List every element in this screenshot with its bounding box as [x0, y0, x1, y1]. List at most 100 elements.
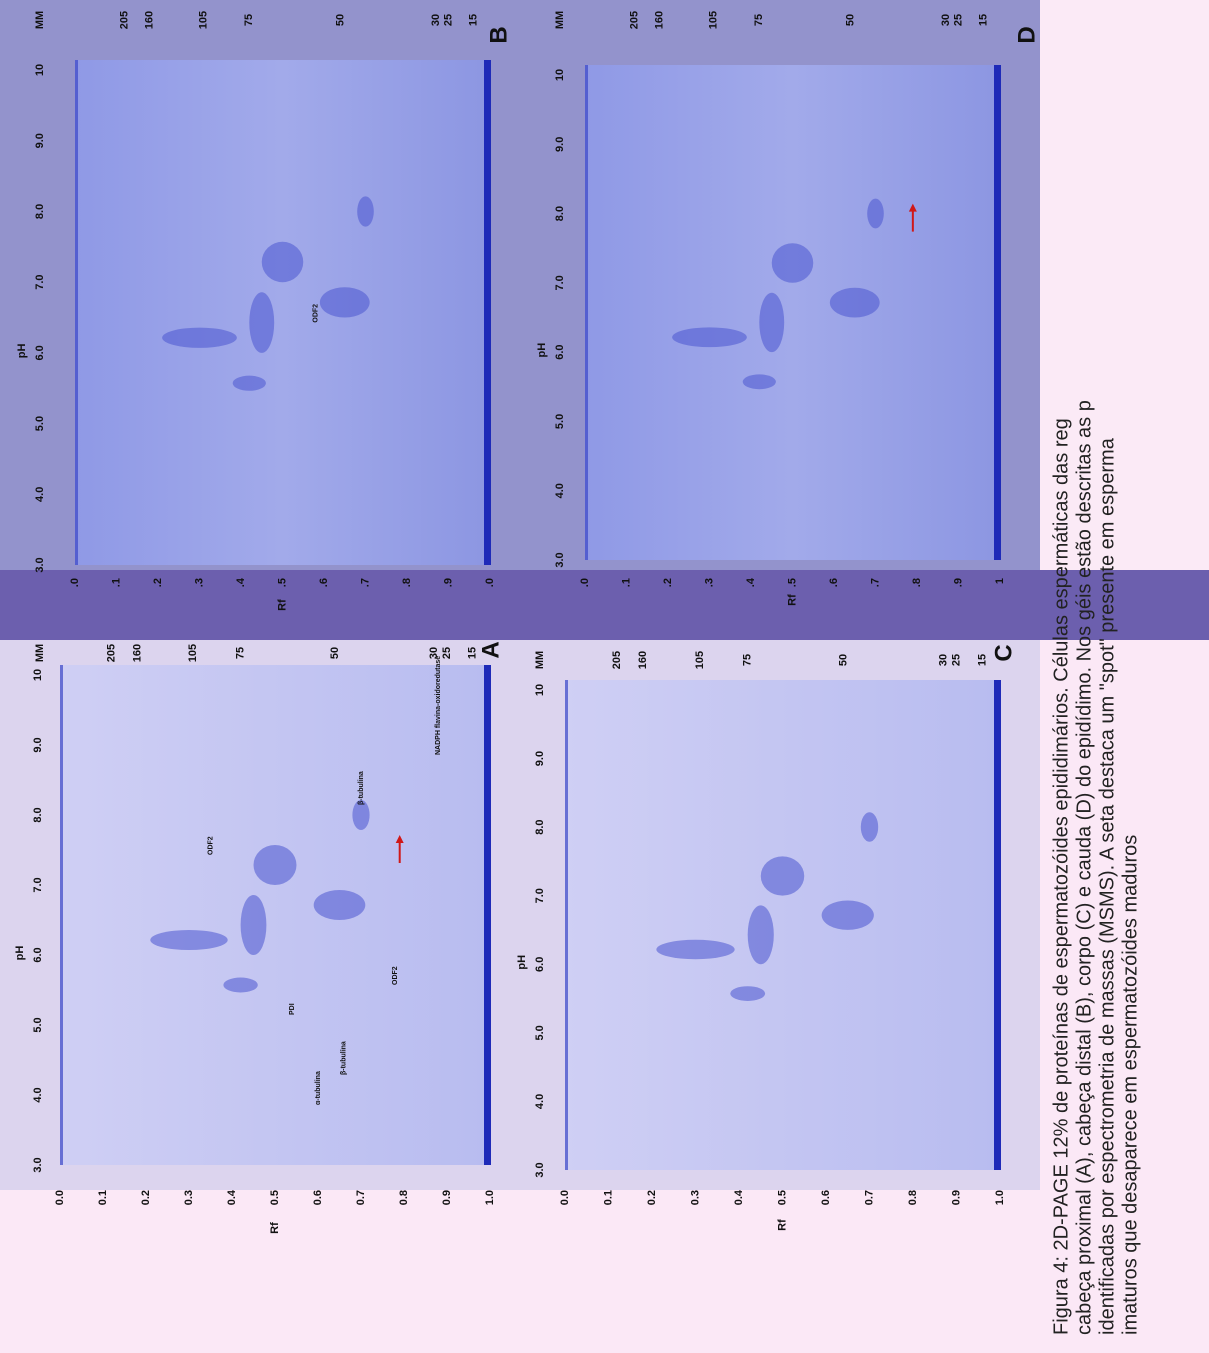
panel-letter: D: [1013, 26, 1040, 43]
rf-tick-label: 0.4: [733, 1189, 745, 1205]
caption-line: Figura 4: 2D-PAGE 12% de proteínas de es…: [1050, 418, 1072, 1335]
rf-tick-label: 0.8: [398, 1190, 410, 1205]
rf-tick-label: 0.5: [776, 1190, 788, 1205]
protein-spot: [860, 812, 879, 842]
rf-tick-label: .2: [152, 578, 164, 587]
mm-tick-label: 160: [131, 644, 143, 662]
mm-tick-label: 25: [441, 647, 453, 659]
ph-tick-label: 8.0: [554, 206, 566, 221]
ph-tick-label: 4.0: [534, 1094, 546, 1109]
protein-spot: [672, 327, 747, 348]
protein-spot: [867, 198, 884, 229]
top-edge: [565, 680, 568, 1170]
ph-tick-label: 3.0: [32, 1157, 44, 1172]
ph-tick-label: 10: [534, 684, 546, 696]
band: [0, 570, 1209, 640]
protein-spot: [656, 939, 735, 960]
protein-spot: [150, 930, 228, 950]
panel-letter: B: [485, 26, 512, 43]
protein-spot: [249, 292, 275, 353]
rf-tick-label: .6: [318, 578, 330, 587]
protein-spot: [771, 243, 814, 283]
ph-tick-label: 6.0: [534, 957, 546, 972]
ph-tick-label: 9.0: [534, 751, 546, 766]
ph-label: pH: [14, 946, 26, 961]
ph-tick-label: 6.0: [554, 344, 566, 359]
rf-tick-label: 0.1: [97, 1190, 109, 1205]
rf-tick-label: 0.6: [820, 1190, 832, 1205]
rf-tick-label: 0.7: [355, 1190, 367, 1205]
rf-tick-label: 0.1: [602, 1190, 614, 1205]
protein-spot: [232, 375, 266, 391]
ph-tick-label: 3.0: [534, 1162, 546, 1177]
gel: [565, 680, 1000, 1170]
ph-tick-label: 7.0: [534, 888, 546, 903]
ph-label: pH: [516, 955, 528, 970]
mm-tick-label: 105: [187, 644, 199, 662]
gel-panel: [585, 65, 1001, 560]
ph-tick-label: 9.0: [554, 137, 566, 152]
ph-tick-label: 3.0: [554, 552, 566, 567]
mm-tick-label: 160: [654, 11, 666, 29]
gel-panel: [60, 665, 491, 1165]
mm-tick-label: 15: [977, 14, 989, 26]
rf-tick-label: 0.8: [907, 1190, 919, 1205]
mm-tick-label: 160: [637, 651, 649, 669]
gel: [75, 60, 490, 565]
protein-spot: [223, 977, 258, 993]
protein-annotation: α-tubulina: [315, 1071, 322, 1105]
rf-tick-label: .7: [869, 578, 881, 587]
ph-tick-label: 10: [34, 64, 46, 76]
rf-tick-label: .3: [703, 578, 715, 587]
mm-tick-label: 30: [428, 647, 440, 659]
rf-label: Rf: [776, 1219, 788, 1231]
rf-tick-label: 1: [994, 578, 1006, 584]
mm-tick-label: 75: [243, 14, 255, 26]
mm-tick-label: 75: [235, 647, 247, 659]
rf-tick-label: .0: [484, 578, 496, 587]
rf-tick-label: .9: [952, 578, 964, 587]
mm-tick-label: 50: [335, 14, 347, 26]
protein-spot: [760, 856, 805, 896]
caption-line: cabeça proximal (A), cabeça distal (B), …: [1073, 400, 1095, 1335]
protein-spot: [742, 374, 776, 390]
rf-tick-label: .6: [828, 578, 840, 587]
protein-spot: [261, 241, 304, 283]
ph-tick-label: 4.0: [32, 1087, 44, 1102]
rf-tick-label: .5: [786, 578, 798, 587]
mm-tick-label: 50: [329, 647, 341, 659]
ph-tick-label: 5.0: [34, 416, 46, 431]
protein-spot: [821, 900, 874, 930]
rf-tick-label: 0.7: [863, 1190, 875, 1205]
caption-bg: [1040, 0, 1209, 570]
rf-tick-label: .0: [69, 578, 81, 587]
ph-tick-label: 4.0: [554, 483, 566, 498]
protein-spot: [240, 895, 267, 955]
mm-label: MM: [554, 11, 566, 29]
rf-tick-label: 0.9: [441, 1190, 453, 1205]
mm-tick-label: 75: [753, 14, 765, 26]
panel-letter: C: [990, 644, 1017, 661]
ph-tick-label: 10: [32, 669, 44, 681]
ph-tick-label: 10: [554, 69, 566, 81]
rf-tick-label: 0.6: [312, 1190, 324, 1205]
top-edge: [585, 65, 588, 560]
dye-front: [994, 65, 1001, 560]
mm-label: MM: [34, 644, 46, 662]
mm-label: MM: [534, 651, 546, 669]
rf-tick-label: 0.3: [689, 1190, 701, 1205]
top-edge: [75, 60, 78, 565]
rf-tick-label: 0.2: [646, 1190, 658, 1205]
rf-tick-label: 0.0: [559, 1190, 571, 1205]
ph-tick-label: 5.0: [554, 414, 566, 429]
ph-tick-label: 8.0: [34, 204, 46, 219]
gel-panel: [75, 60, 491, 565]
mm-tick-label: 15: [467, 647, 479, 659]
rf-tick-label: .1: [620, 578, 632, 587]
rf-tick-label: 0.3: [183, 1190, 195, 1205]
ph-label: pH: [16, 343, 28, 358]
caption-line: identificadas por espectrometria de mass…: [1096, 437, 1118, 1335]
rf-tick-label: 0.0: [54, 1190, 66, 1205]
